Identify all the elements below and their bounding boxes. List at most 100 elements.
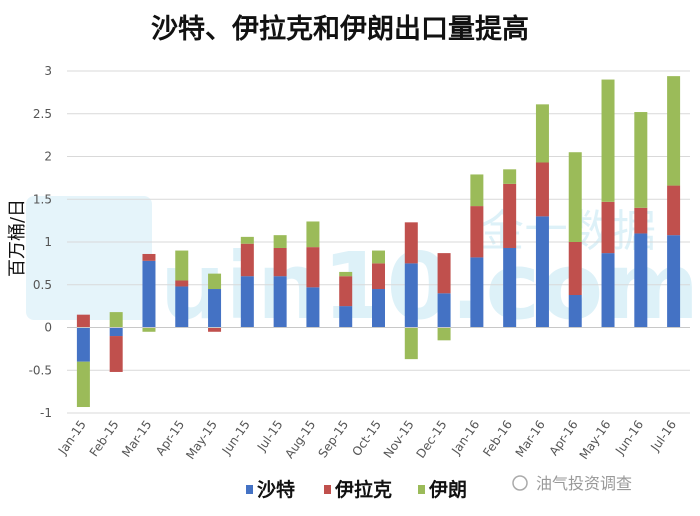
bar-iraq bbox=[208, 327, 222, 332]
legend-label-iraq: 伊拉克 bbox=[334, 478, 392, 501]
bar-saudi bbox=[306, 287, 320, 328]
bar-iraq bbox=[109, 336, 123, 372]
bar-iran bbox=[240, 236, 254, 244]
wechat-icon bbox=[512, 475, 528, 491]
bar-iran bbox=[109, 312, 123, 328]
bar-iran bbox=[175, 250, 189, 281]
y-tick-label: 2 bbox=[44, 150, 52, 164]
bar-iraq bbox=[601, 201, 615, 254]
bar-iran bbox=[568, 152, 582, 242]
bar-saudi bbox=[372, 289, 385, 328]
bar-iraq bbox=[503, 183, 517, 248]
x-tick-label: Mar-16 bbox=[513, 418, 548, 460]
legend-swatch-saudi bbox=[246, 485, 253, 494]
x-tick-label: Sep-15 bbox=[315, 418, 351, 461]
x-tick-label: Oct-15 bbox=[349, 418, 384, 459]
bar-iraq bbox=[175, 280, 189, 287]
bars bbox=[67, 76, 690, 408]
bar-iraq bbox=[142, 253, 156, 261]
bar-iraq bbox=[339, 276, 353, 307]
x-tick-label: Apr-16 bbox=[547, 418, 581, 458]
x-tick-label: Jul-15 bbox=[254, 418, 286, 455]
legend-swatch-iraq bbox=[324, 485, 331, 494]
bar-iraq bbox=[273, 247, 287, 277]
bar-iraq bbox=[240, 243, 254, 277]
bar-iran bbox=[503, 169, 517, 184]
y-tick-label: 2.5 bbox=[33, 107, 52, 121]
bar-iraq bbox=[535, 162, 549, 217]
y-tick-label: 1 bbox=[44, 235, 52, 249]
watermark-logo-box bbox=[26, 196, 152, 320]
x-tick-label: Jan-15 bbox=[55, 418, 89, 458]
bar-iran bbox=[339, 271, 353, 277]
bar-saudi bbox=[535, 216, 549, 328]
bar-iran bbox=[634, 112, 648, 208]
bar-saudi bbox=[175, 286, 189, 328]
y-tick-label: 0.5 bbox=[33, 278, 52, 292]
bar-iran bbox=[273, 235, 287, 248]
bar-saudi bbox=[404, 263, 418, 328]
bar-iran bbox=[208, 273, 222, 290]
bar-iraq bbox=[568, 242, 582, 296]
x-tick-label: Mar-15 bbox=[119, 418, 154, 460]
bar-iran bbox=[601, 79, 615, 202]
legend: 沙特 伊拉克 伊朗 bbox=[246, 478, 467, 501]
source-watermark: 油气投资调查 bbox=[512, 474, 632, 493]
bar-saudi bbox=[109, 327, 123, 337]
bar-iran bbox=[404, 327, 418, 360]
x-tick-label: Dec-15 bbox=[414, 418, 450, 461]
bar-iraq bbox=[372, 263, 385, 290]
bar-iraq bbox=[667, 185, 681, 236]
x-tick-label: Jul-16 bbox=[647, 418, 679, 455]
y-tick-label: 3 bbox=[44, 64, 52, 78]
x-tick-label: Aug-15 bbox=[282, 418, 318, 461]
bar-iran bbox=[437, 327, 451, 341]
bar-saudi bbox=[142, 260, 156, 328]
bar-saudi bbox=[437, 293, 451, 328]
bar-iraq bbox=[306, 247, 320, 288]
x-tick-label: Nov-15 bbox=[381, 418, 417, 461]
bar-saudi bbox=[76, 327, 90, 362]
bar-iran bbox=[535, 104, 549, 163]
bar-iran bbox=[470, 174, 484, 207]
bar-saudi bbox=[601, 253, 615, 328]
x-tick-label: Feb-16 bbox=[480, 418, 515, 460]
bar-iraq bbox=[76, 314, 90, 328]
y-tick-labels: 3 2.5 2 1.5 1 0.5 0 -0.5 -1 bbox=[29, 64, 52, 420]
bar-saudi bbox=[503, 247, 517, 328]
bar-iraq bbox=[437, 253, 451, 294]
legend-label-iran: 伊朗 bbox=[428, 478, 467, 501]
bar-saudi bbox=[339, 306, 353, 328]
bar-iran bbox=[372, 250, 385, 264]
chart-title: 沙特、伊拉克和伊朗出口量提高 bbox=[151, 13, 529, 45]
bar-iraq bbox=[634, 207, 648, 234]
y-axis-label: 百万桶/日 bbox=[7, 199, 28, 277]
bar-saudi bbox=[634, 233, 648, 328]
x-tick-label: Apr-15 bbox=[153, 418, 187, 458]
x-tick-label: Jan-16 bbox=[448, 418, 482, 458]
bar-saudi bbox=[470, 257, 484, 328]
bar-iraq bbox=[470, 206, 484, 258]
bar-saudi bbox=[667, 235, 681, 328]
bar-iraq bbox=[404, 222, 418, 264]
gridlines bbox=[67, 70, 690, 414]
bar-iran bbox=[306, 221, 320, 248]
bar-saudi bbox=[208, 289, 222, 328]
bar-saudi bbox=[273, 276, 287, 328]
y-tick-label: 1.5 bbox=[33, 192, 52, 206]
y-tick-label: -0.5 bbox=[29, 363, 52, 377]
bar-iran bbox=[76, 361, 90, 408]
bar-iran bbox=[667, 76, 681, 186]
legend-label-saudi: 沙特 bbox=[257, 479, 295, 501]
legend-swatch-iran bbox=[418, 485, 425, 494]
bar-saudi bbox=[568, 295, 582, 328]
y-tick-label: -1 bbox=[40, 406, 52, 420]
x-tick-label: Feb-15 bbox=[87, 418, 122, 460]
x-tick-label: May-16 bbox=[577, 418, 614, 462]
x-tick-label: Jun-16 bbox=[612, 418, 646, 458]
source-watermark-text: 油气投资调查 bbox=[536, 474, 632, 493]
y-tick-label: 0 bbox=[44, 321, 52, 335]
x-tick-label: Jun-15 bbox=[219, 418, 253, 458]
